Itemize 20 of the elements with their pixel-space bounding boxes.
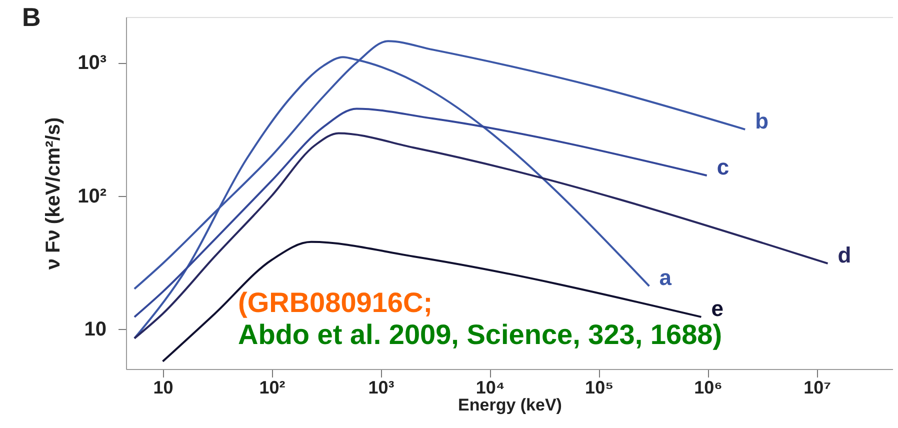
annotation: Abdo et al. 2009, Science, 323, 1688) bbox=[238, 319, 722, 350]
series-label: c bbox=[716, 154, 730, 180]
x-tick-label: 10⁷ bbox=[804, 378, 832, 398]
annotation: (GRB080916C; bbox=[238, 287, 433, 318]
x-axis-title: Energy (keV) bbox=[458, 396, 562, 414]
y-axis-title: ν Fν (keV/cm²/s) bbox=[42, 117, 65, 270]
x-tick-label: 10⁶ bbox=[694, 378, 722, 398]
chart-title: B bbox=[22, 2, 41, 32]
series-label: e bbox=[711, 296, 724, 321]
series-label: d bbox=[838, 242, 852, 268]
x-tick-label: 10³ bbox=[368, 378, 394, 398]
y-tick-label: 10³ bbox=[78, 52, 107, 74]
x-tick-label: 10⁵ bbox=[585, 378, 614, 398]
x-tick-label: 10 bbox=[153, 378, 174, 398]
y-tick-label: 10² bbox=[78, 185, 107, 208]
x-tick-label: 10⁴ bbox=[476, 378, 505, 398]
series-label: a bbox=[659, 265, 672, 290]
x-tick-label: 10² bbox=[259, 378, 286, 398]
y-tick-label: 10 bbox=[84, 318, 106, 340]
series-label: b bbox=[755, 108, 769, 134]
